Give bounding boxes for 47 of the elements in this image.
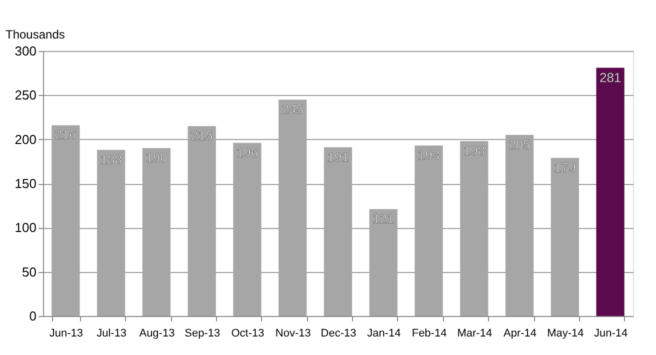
x-tick-label: May-14 — [547, 328, 584, 340]
data-label: 245 — [282, 102, 304, 117]
data-label: 190 — [146, 150, 168, 166]
bar — [188, 126, 216, 316]
bar — [550, 158, 579, 316]
x-tick-label: Aug-13 — [139, 328, 175, 340]
y-tick-label: 0 — [29, 308, 36, 324]
x-tick-label: Dec-13 — [320, 328, 356, 340]
bar — [505, 134, 534, 316]
x-tick-label: Jul-13 — [96, 328, 127, 340]
x-tick-label: Mar-14 — [457, 328, 492, 340]
bar — [460, 141, 488, 316]
bar — [369, 209, 398, 316]
y-tick-label: 250 — [14, 88, 36, 103]
bar — [324, 147, 352, 316]
bar — [97, 150, 126, 316]
data-label: 205 — [508, 136, 530, 152]
data-label: 281 — [599, 70, 622, 85]
x-tick-label: Feb-14 — [412, 328, 447, 340]
data-label: 215 — [190, 128, 213, 144]
data-label: 216 — [54, 127, 77, 142]
bar — [233, 142, 262, 316]
y-tick-label: 200 — [14, 132, 36, 147]
bar — [278, 100, 307, 316]
data-label: 196 — [236, 144, 258, 160]
x-tick-label: Jan-14 — [367, 328, 401, 340]
y-tick-label: 100 — [14, 220, 36, 236]
bar — [414, 146, 443, 316]
data-label: 121 — [372, 211, 394, 226]
x-tick-label: Jun-14 — [594, 328, 628, 340]
data-label: 198 — [463, 143, 486, 158]
data-label: 193 — [418, 148, 440, 163]
data-label: 188 — [100, 152, 122, 167]
x-tick-label: Nov-13 — [275, 328, 311, 340]
y-tick-label: 150 — [14, 176, 36, 191]
data-label: 179 — [554, 160, 576, 175]
x-tick-label: Oct-13 — [231, 328, 264, 340]
y-axis-title: Thousands — [6, 28, 65, 42]
y-tick-label: 50 — [22, 264, 36, 280]
bar — [596, 68, 624, 316]
y-tick-label: 300 — [14, 44, 36, 58]
bar — [142, 148, 171, 316]
x-tick-label: Jun-13 — [49, 328, 84, 340]
data-label: 191 — [327, 149, 349, 164]
x-tick-label: Sep-13 — [184, 328, 220, 340]
bar — [52, 125, 80, 316]
x-tick-label: Apr-14 — [504, 328, 537, 340]
